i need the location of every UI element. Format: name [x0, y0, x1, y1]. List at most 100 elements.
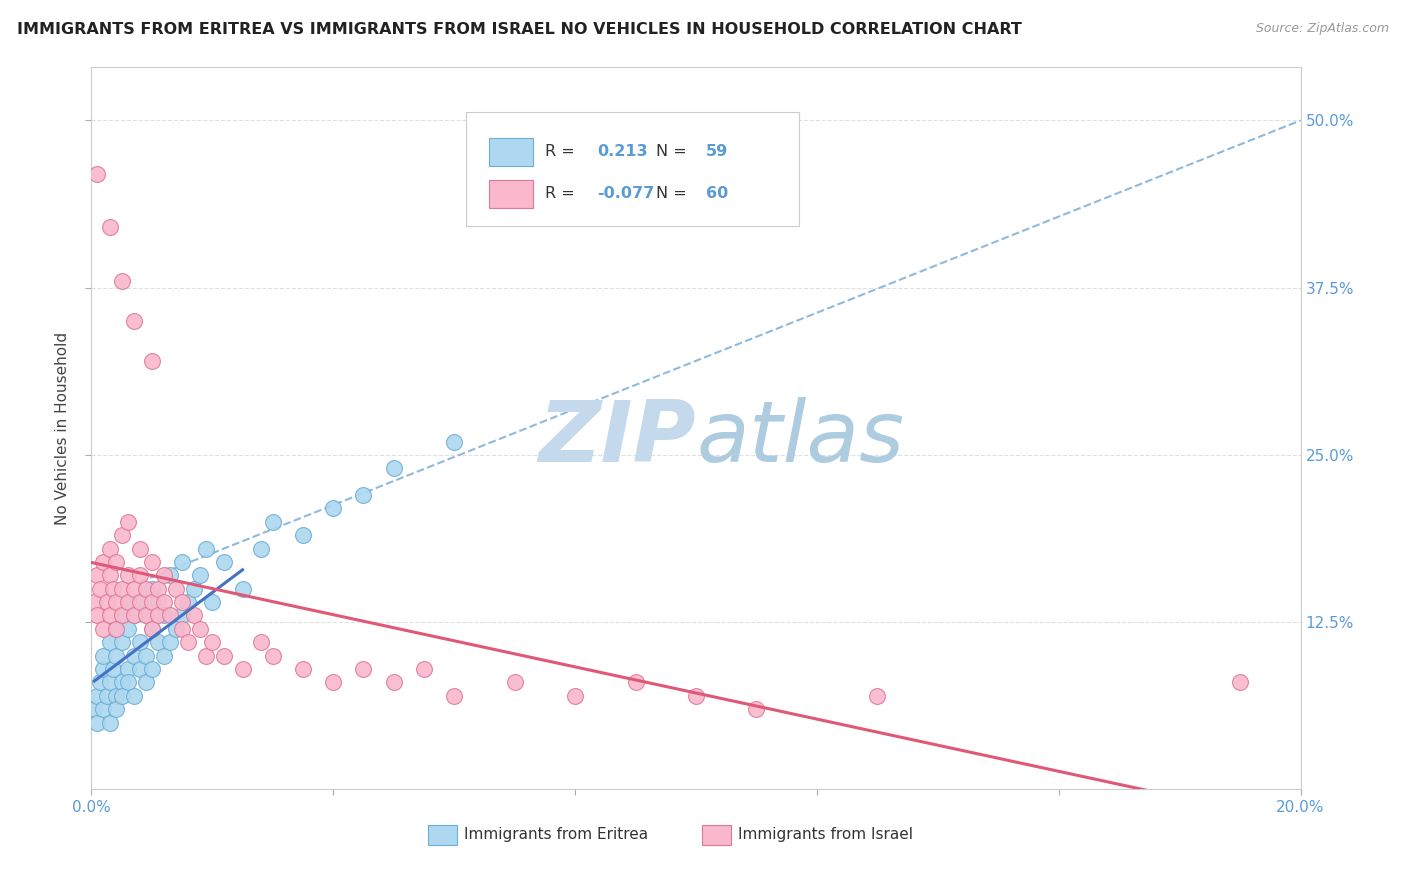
Point: [141, 622, 163, 636]
Point: [104, 648, 127, 663]
Point: [624, 675, 647, 690]
Point: [146, 608, 169, 623]
Point: [165, 582, 187, 596]
Point: [117, 595, 139, 609]
Text: 60: 60: [706, 186, 728, 201]
Point: [101, 582, 124, 596]
Point: [128, 595, 150, 609]
Bar: [427, 825, 457, 845]
Point: [382, 461, 405, 475]
Point: [83, 595, 105, 609]
Point: [177, 635, 200, 649]
Point: [183, 608, 205, 623]
Point: [195, 648, 218, 663]
Text: -0.077: -0.077: [596, 186, 654, 201]
Point: [128, 541, 150, 556]
Point: [86, 568, 108, 582]
Point: [153, 648, 176, 663]
Point: [249, 541, 271, 556]
Point: [111, 528, 132, 542]
Point: [128, 568, 150, 582]
Point: [122, 608, 145, 623]
Point: [195, 541, 218, 556]
Text: 59: 59: [706, 144, 728, 159]
Point: [117, 622, 139, 636]
Point: [93, 702, 115, 716]
Point: [98, 715, 121, 730]
Point: [231, 662, 253, 676]
Point: [111, 675, 132, 690]
Text: N =: N =: [657, 144, 692, 159]
Point: [98, 568, 121, 582]
Point: [685, 689, 707, 703]
Point: [141, 622, 163, 636]
Text: R =: R =: [544, 186, 579, 201]
Point: [128, 595, 150, 609]
Point: [382, 675, 405, 690]
Point: [188, 568, 211, 582]
Point: [262, 515, 284, 529]
Text: Immigrants from Eritrea: Immigrants from Eritrea: [464, 828, 648, 842]
Point: [183, 582, 205, 596]
Point: [89, 675, 111, 690]
Point: [101, 662, 124, 676]
Point: [93, 622, 115, 636]
Point: [146, 582, 169, 596]
Point: [141, 354, 163, 368]
Point: [214, 648, 236, 663]
Text: IMMIGRANTS FROM ERITREA VS IMMIGRANTS FROM ISRAEL NO VEHICLES IN HOUSEHOLD CORRE: IMMIGRANTS FROM ERITREA VS IMMIGRANTS FR…: [17, 22, 1022, 37]
Point: [117, 595, 139, 609]
Point: [135, 608, 157, 623]
Point: [172, 622, 194, 636]
Point: [214, 555, 236, 569]
Point: [104, 622, 127, 636]
Point: [117, 675, 139, 690]
Point: [201, 635, 224, 649]
Text: Immigrants from Israel: Immigrants from Israel: [738, 828, 914, 842]
Point: [122, 648, 145, 663]
Point: [128, 635, 150, 649]
Point: [159, 608, 181, 623]
Point: [117, 662, 139, 676]
Point: [122, 582, 145, 596]
Point: [866, 689, 889, 703]
Point: [98, 541, 121, 556]
Point: [104, 702, 127, 716]
Point: [104, 622, 127, 636]
Point: [111, 635, 132, 649]
Point: [1229, 675, 1251, 690]
Point: [153, 595, 176, 609]
Point: [83, 702, 105, 716]
Point: [122, 314, 145, 328]
Point: [153, 568, 176, 582]
Point: [322, 501, 344, 516]
Point: [128, 662, 150, 676]
Point: [111, 274, 132, 288]
Point: [86, 715, 108, 730]
Point: [201, 595, 224, 609]
Point: [135, 648, 157, 663]
Point: [104, 689, 127, 703]
Point: [141, 582, 163, 596]
Bar: [489, 138, 533, 166]
Point: [98, 220, 121, 235]
Point: [153, 608, 176, 623]
FancyBboxPatch shape: [467, 112, 799, 226]
Point: [122, 608, 145, 623]
Y-axis label: No Vehicles in Household: No Vehicles in Household: [55, 332, 70, 524]
Point: [93, 555, 115, 569]
Point: [141, 555, 163, 569]
Point: [172, 595, 194, 609]
Point: [352, 662, 374, 676]
Point: [249, 635, 271, 649]
Point: [86, 689, 108, 703]
Point: [443, 689, 465, 703]
Point: [135, 582, 157, 596]
Point: [262, 648, 284, 663]
Point: [159, 635, 181, 649]
Point: [141, 595, 163, 609]
Point: [104, 555, 127, 569]
Point: [745, 702, 768, 716]
Point: [89, 582, 111, 596]
Point: [111, 582, 132, 596]
